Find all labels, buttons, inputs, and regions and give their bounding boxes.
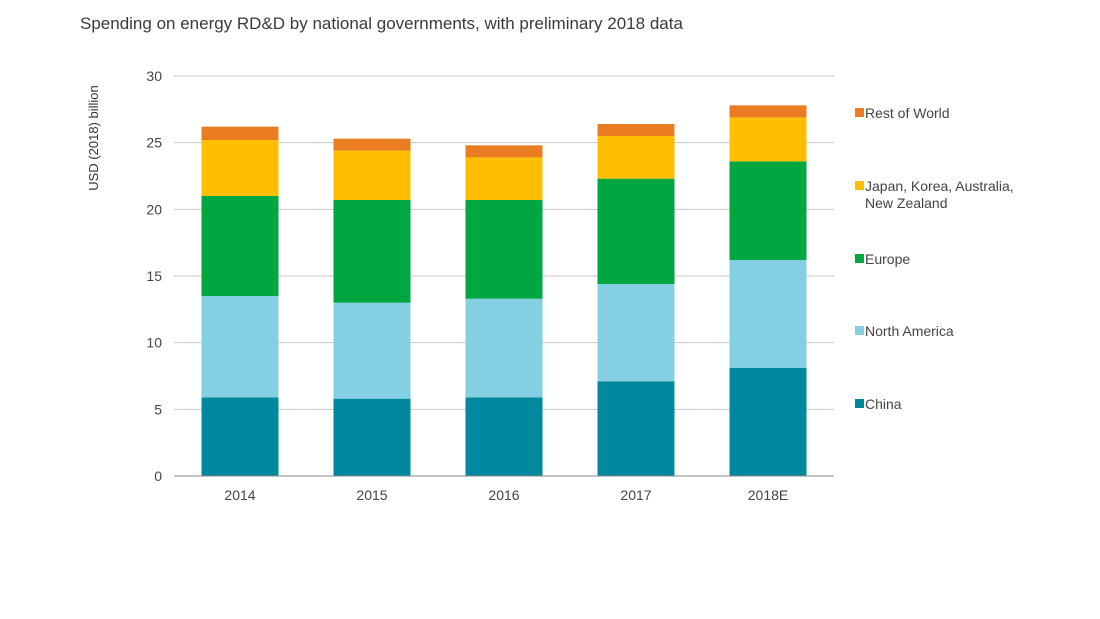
- bar-2018E-rest-of-world: [729, 105, 807, 118]
- legend-label-japan-korea-australia-new-zealand: Japan, Korea, Australia, New Zealand: [865, 178, 1014, 211]
- bar-2017-japan-korea-australia-new-zealand: [597, 136, 675, 179]
- bar-2017-china: [597, 381, 675, 476]
- bar-2016-china: [465, 397, 543, 476]
- x-tick-label-2017: 2017: [620, 487, 651, 503]
- y-tick-label-30: 30: [146, 68, 162, 84]
- y-tick-label-10: 10: [146, 335, 162, 351]
- legend-label-rest-of-world: Rest of World: [865, 105, 950, 121]
- bar-2015-china: [333, 398, 411, 476]
- bar-2015-europe: [333, 200, 411, 303]
- y-tick-label-25: 25: [146, 135, 162, 151]
- bar-2015-rest-of-world: [333, 138, 411, 151]
- bar-2017-rest-of-world: [597, 124, 675, 136]
- bar-2015-japan-korea-australia-new-zealand: [333, 150, 411, 200]
- y-tick-label-0: 0: [154, 468, 162, 484]
- x-tick-label-2018E: 2018E: [748, 487, 788, 503]
- bar-2014-japan-korea-australia-new-zealand: [201, 140, 279, 196]
- x-tick-label-2016: 2016: [488, 487, 519, 503]
- legend-swatch-europe: [855, 254, 864, 263]
- axes: 0 5 10 15 20 25 30 2014 2015 2016 2017 2018E: [146, 68, 834, 503]
- bar-2017-europe: [597, 178, 675, 284]
- y-axis-label: USD (2018) billion: [86, 85, 101, 191]
- bars: [201, 105, 807, 476]
- bar-2016-japan-korea-australia-new-zealand: [465, 157, 543, 200]
- legend-label-europe: Europe: [865, 251, 910, 267]
- bar-2018E-north-america: [729, 260, 807, 368]
- y-tick-label-15: 15: [146, 268, 162, 284]
- bar-2014-rest-of-world: [201, 126, 279, 140]
- y-tick-label-5: 5: [154, 401, 162, 417]
- bar-2014-china: [201, 397, 279, 476]
- legend-label-north-america: North America: [865, 323, 954, 339]
- bar-2017-north-america: [597, 284, 675, 382]
- legend-swatch-china: [855, 399, 864, 408]
- legend-swatch-japan-korea-australia-new-zealand: [855, 181, 864, 190]
- bar-2015-north-america: [333, 302, 411, 399]
- legend-swatch-north-america: [855, 326, 864, 335]
- legend-swatch-rest-of-world: [855, 108, 864, 117]
- x-tick-label-2015: 2015: [356, 487, 387, 503]
- bar-2016-rest-of-world: [465, 145, 543, 158]
- legend: Rest of World Japan, Korea, Australia, New…: [855, 105, 1014, 412]
- bar-2014-north-america: [201, 296, 279, 398]
- bar-2016-europe: [465, 200, 543, 299]
- bar-2014-europe: [201, 196, 279, 296]
- x-tick-label-2014: 2014: [224, 487, 255, 503]
- bar-2016-north-america: [465, 298, 543, 398]
- bar-2018E-japan-korea-australia-new-zealand: [729, 117, 807, 162]
- chart-title: Spending on energy RD&D by national gove…: [80, 14, 683, 33]
- bar-2018E-europe: [729, 161, 807, 260]
- y-tick-label-20: 20: [146, 201, 162, 217]
- legend-label-china: China: [865, 396, 902, 412]
- bar-2018E-china: [729, 368, 807, 476]
